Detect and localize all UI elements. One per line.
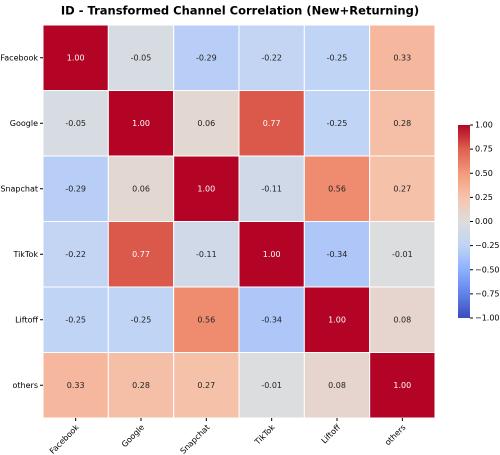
cell-label: 0.28	[132, 381, 150, 390]
heatmap-cell	[369, 286, 436, 353]
heatmap-cell	[238, 221, 305, 288]
heatmap-cell	[42, 221, 109, 288]
colorbar-tick-label: −1.00	[475, 314, 500, 323]
cell-label: 0.27	[393, 184, 411, 193]
cell-label: 0.56	[197, 315, 215, 324]
heatmap-cell	[303, 155, 371, 222]
heatmap-cell	[173, 24, 240, 91]
colorbar-tick-label: −0.50	[475, 265, 500, 274]
cell-label: -0.11	[196, 250, 217, 259]
heatmap-cell	[238, 155, 305, 222]
y-tick-label: Google	[10, 119, 38, 128]
x-tick-label: others	[383, 423, 407, 447]
cell-label: 0.77	[132, 250, 150, 259]
cell-label: 0.33	[67, 381, 85, 390]
heatmap-cell	[107, 90, 175, 157]
cell-label: 0.06	[197, 119, 215, 128]
cell-label: -0.29	[196, 53, 217, 62]
heatmap-cell	[107, 155, 175, 222]
heatmap-cell	[173, 286, 240, 353]
cell-label: -0.22	[65, 250, 86, 259]
x-tick-label: Google	[120, 423, 146, 449]
cell-label: -0.29	[65, 184, 86, 193]
cell-label: 0.08	[393, 315, 411, 324]
cell-label: 1.00	[328, 315, 346, 324]
heatmap-cell	[369, 24, 436, 91]
heatmap-cell	[238, 24, 305, 91]
cell-label: -0.01	[261, 381, 282, 390]
x-tick-label: Facebook	[48, 423, 81, 455]
x-tick-label: Snapchat	[179, 423, 212, 455]
cell-label: -0.25	[131, 315, 152, 324]
colorbar-tick-label: −0.75	[475, 289, 500, 298]
cell-label: -0.22	[261, 53, 282, 62]
heatmap-cell	[42, 286, 109, 353]
heatmap-cell	[369, 352, 436, 419]
cell-label: -0.25	[327, 53, 348, 62]
heatmap-cell	[107, 24, 175, 91]
colorbar-tick-label: 1.00	[475, 121, 493, 130]
heatmap-cell	[238, 90, 305, 157]
cell-label: -0.34	[327, 250, 348, 259]
chart-title: ID - Transformed Channel Correlation (Ne…	[61, 4, 419, 18]
y-tick-label: TikTok	[12, 250, 38, 259]
cell-label: 0.28	[393, 119, 411, 128]
x-tick-label: Liftoff	[320, 422, 343, 445]
heatmap-cell	[303, 221, 371, 288]
cell-label: 0.56	[328, 184, 346, 193]
heatmap-cell	[369, 221, 436, 288]
heatmap-cell	[238, 286, 305, 353]
cell-label: 0.27	[197, 381, 215, 390]
colorbar-tick-label: 0.25	[475, 193, 493, 202]
heatmap-cell	[369, 155, 436, 222]
cell-label: 1.00	[197, 184, 215, 193]
heatmap-cell	[107, 221, 175, 288]
cell-label: -0.05	[131, 53, 152, 62]
cell-label: 0.77	[263, 119, 281, 128]
cell-label: 1.00	[393, 381, 411, 390]
colorbar	[458, 125, 470, 318]
heatmap-cell	[303, 286, 371, 353]
y-tick-label: Liftoff	[15, 315, 38, 324]
cell-label: 1.00	[263, 250, 281, 259]
colorbar-tick-label: −0.25	[475, 241, 500, 250]
y-tick-label: Snapchat	[0, 184, 38, 193]
colorbar-tick-label: 0.50	[475, 169, 493, 178]
cell-label: 0.08	[328, 381, 346, 390]
cell-label: 1.00	[132, 119, 150, 128]
cell-label: 0.06	[132, 184, 150, 193]
y-tick-label: Facebook	[0, 53, 38, 62]
y-tick-label: others	[13, 381, 38, 390]
colorbar-tick-label: 0.75	[475, 145, 493, 154]
cell-label: -0.25	[327, 119, 348, 128]
heatmap-cell	[42, 352, 109, 419]
heatmap-cell	[42, 24, 109, 91]
heatmap-cell	[369, 90, 436, 157]
cell-label: 1.00	[67, 53, 85, 62]
cell-label: -0.25	[65, 315, 86, 324]
cell-label: -0.11	[261, 184, 282, 193]
colorbar-tick-label: 0.00	[475, 217, 493, 226]
heatmap-cell	[173, 221, 240, 288]
cell-label: -0.01	[392, 250, 413, 259]
cell-label: -0.34	[261, 315, 282, 324]
cell-label: 0.33	[393, 53, 411, 62]
x-tick-label: TikTok	[252, 423, 277, 448]
cell-label: -0.05	[65, 119, 86, 128]
